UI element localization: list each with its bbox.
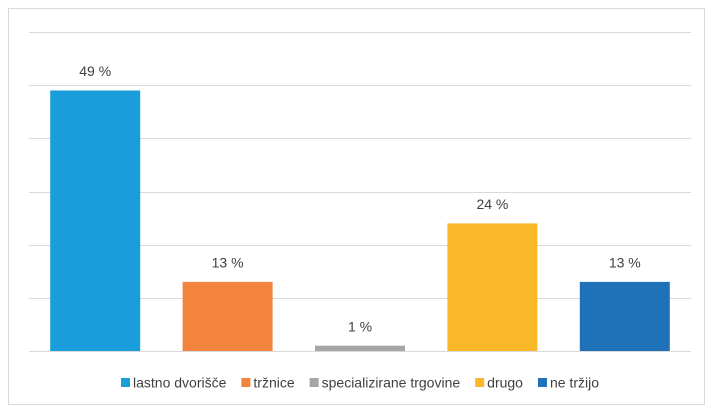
bar [315, 345, 405, 351]
legend-label: lastno dvorišče [133, 375, 227, 391]
legend-marker [241, 378, 251, 387]
data-label: 24 % [476, 196, 508, 212]
bar [182, 281, 273, 351]
data-label: 1 % [348, 318, 372, 334]
data-label: 13 % [212, 255, 244, 271]
legend-label: ne tržijo [550, 375, 599, 391]
legend-label: drugo [487, 375, 523, 391]
legend-label: specializirane trgovine [322, 375, 461, 391]
data-label: 13 % [609, 255, 641, 271]
bar [447, 223, 538, 351]
bar [50, 90, 141, 351]
legend-marker [475, 378, 485, 387]
legend-marker [121, 378, 130, 387]
legend-marker [537, 378, 547, 387]
bar [579, 281, 670, 351]
data-label: 49 % [79, 63, 111, 79]
legend-marker [309, 378, 319, 387]
legend-label: tržnice [253, 375, 294, 391]
